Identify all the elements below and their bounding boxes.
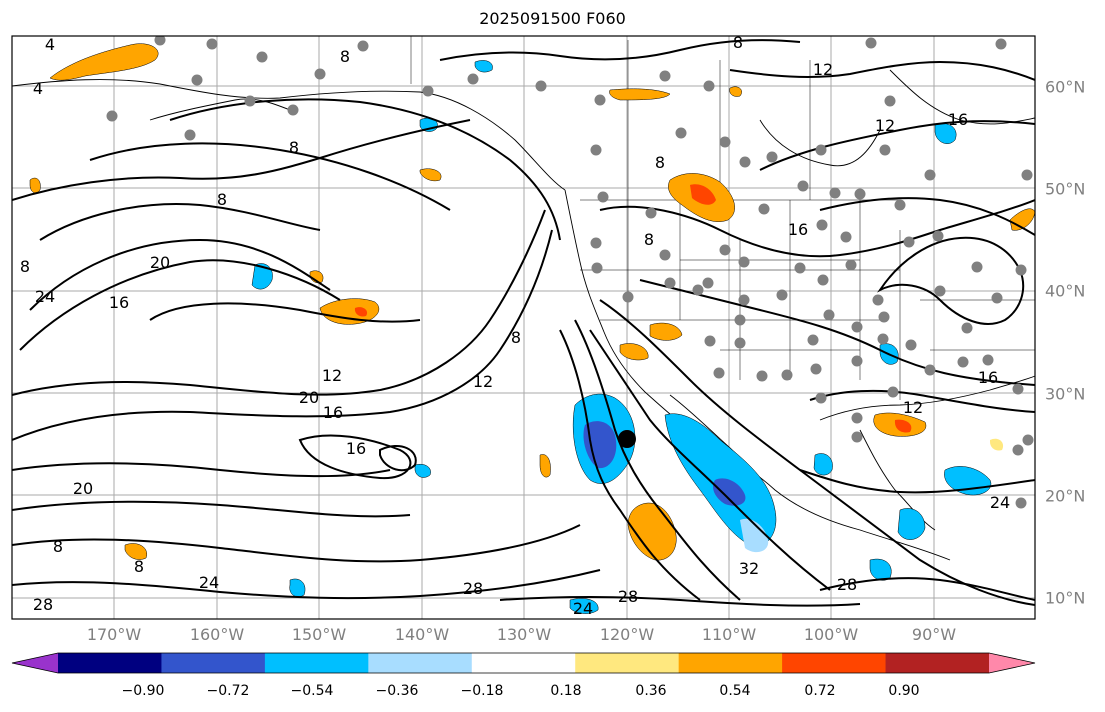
contour-label: 8 [340, 47, 350, 66]
contour-label: 8 [511, 328, 521, 347]
contour-label: 28 [463, 579, 483, 598]
negative-shading [251, 60, 992, 614]
contour-label: 12 [875, 116, 895, 135]
contour-label: 16 [346, 439, 366, 458]
latitude-label: 20°N [1045, 486, 1086, 506]
longitude-label: 120°W [599, 625, 655, 644]
contour-label: 8 [134, 557, 144, 576]
contour-label: 32 [739, 559, 759, 578]
colorbar-tick-label: 0.90 [888, 683, 920, 699]
contour-label: 8 [289, 138, 299, 157]
colorbar-extend-high [989, 653, 1035, 673]
colorbar-tick-label: −0.36 [375, 683, 419, 699]
colorbar-tick-label: −0.54 [290, 683, 334, 699]
latitude-label: 60°N [1045, 77, 1086, 97]
contour-label: 12 [322, 366, 342, 385]
colorbar-segment [782, 653, 887, 673]
colorbar-tick-label: 0.36 [635, 683, 667, 699]
colorbar-segment [471, 653, 576, 673]
colorbar-tick-label: 0.18 [550, 683, 582, 699]
colorbar-tick-label: −0.90 [121, 683, 165, 699]
contour-label: 24 [573, 599, 593, 618]
longitude-label: 90°W [911, 625, 957, 644]
storm-center-marker [618, 430, 636, 448]
colorbar-segment [264, 653, 369, 673]
longitude-label: 170°W [86, 625, 142, 644]
contour-label: 4 [33, 79, 43, 98]
colorbar-tick-label: 0.72 [804, 683, 836, 699]
colorbar-outline [11, 652, 1036, 674]
latitude-label: 40°N [1045, 281, 1086, 301]
colorbar [11, 652, 1036, 674]
contour-label: 8 [20, 257, 30, 276]
contour-label: 24 [199, 573, 219, 592]
contour-label: 28 [618, 587, 638, 606]
station-markers [106, 36, 1034, 509]
contour-label: 8 [733, 33, 743, 52]
contour-label: 8 [655, 153, 665, 172]
contour-label: 8 [217, 190, 227, 209]
contour-label: 24 [35, 287, 55, 306]
contour-lines [12, 39, 1035, 607]
longitude-label: 150°W [291, 625, 347, 644]
colorbar-segment [368, 653, 473, 673]
contour-label: 12 [903, 398, 923, 417]
latitude-label: 50°N [1045, 179, 1086, 199]
contour-label: 16 [109, 293, 129, 312]
colorbar-segment [161, 653, 266, 673]
contour-label: 4 [45, 35, 55, 54]
colorbar-tick-label: 0.54 [719, 683, 751, 699]
map-frame [11, 35, 1036, 620]
map-title: 2025091500 F060 [479, 9, 626, 28]
contour-label: 12 [473, 372, 493, 391]
contour-label: 8 [53, 537, 63, 556]
colorbar-extend-low [12, 653, 58, 673]
contour-label: 12 [813, 60, 833, 79]
longitude-label: 160°W [189, 625, 245, 644]
contour-label: 20 [299, 388, 319, 407]
contour-label-group: 4 4 8 8 8 8 8 8 8 8 8 8 12 12 12 12 12 1… [20, 33, 1010, 618]
longitude-label: 140°W [394, 625, 450, 644]
colorbar-segment [58, 653, 162, 673]
longitude-label: 130°W [496, 625, 552, 644]
contour-label: 28 [33, 595, 53, 614]
contour-label: 20 [150, 253, 170, 272]
latitude-label: 10°N [1045, 588, 1086, 608]
contour-label: 16 [948, 110, 968, 129]
contour-label: 20 [73, 479, 93, 498]
contour-label: 8 [644, 230, 654, 249]
colorbar-tick-label: −0.18 [460, 683, 504, 699]
colorbar-segment [678, 653, 783, 673]
contour-label: 24 [990, 493, 1010, 512]
contour-label: 16 [323, 403, 343, 422]
contour-label: 28 [837, 575, 857, 594]
latitude-label: 30°N [1045, 384, 1086, 404]
longitude-label: 110°W [701, 625, 757, 644]
contour-label: 16 [978, 368, 998, 387]
longitude-label: 100°W [803, 625, 859, 644]
contour-label: 16 [788, 220, 808, 239]
colorbar-segment [575, 653, 680, 673]
colorbar-tick-label: −0.72 [206, 683, 250, 699]
colorbar-segment [885, 653, 990, 673]
